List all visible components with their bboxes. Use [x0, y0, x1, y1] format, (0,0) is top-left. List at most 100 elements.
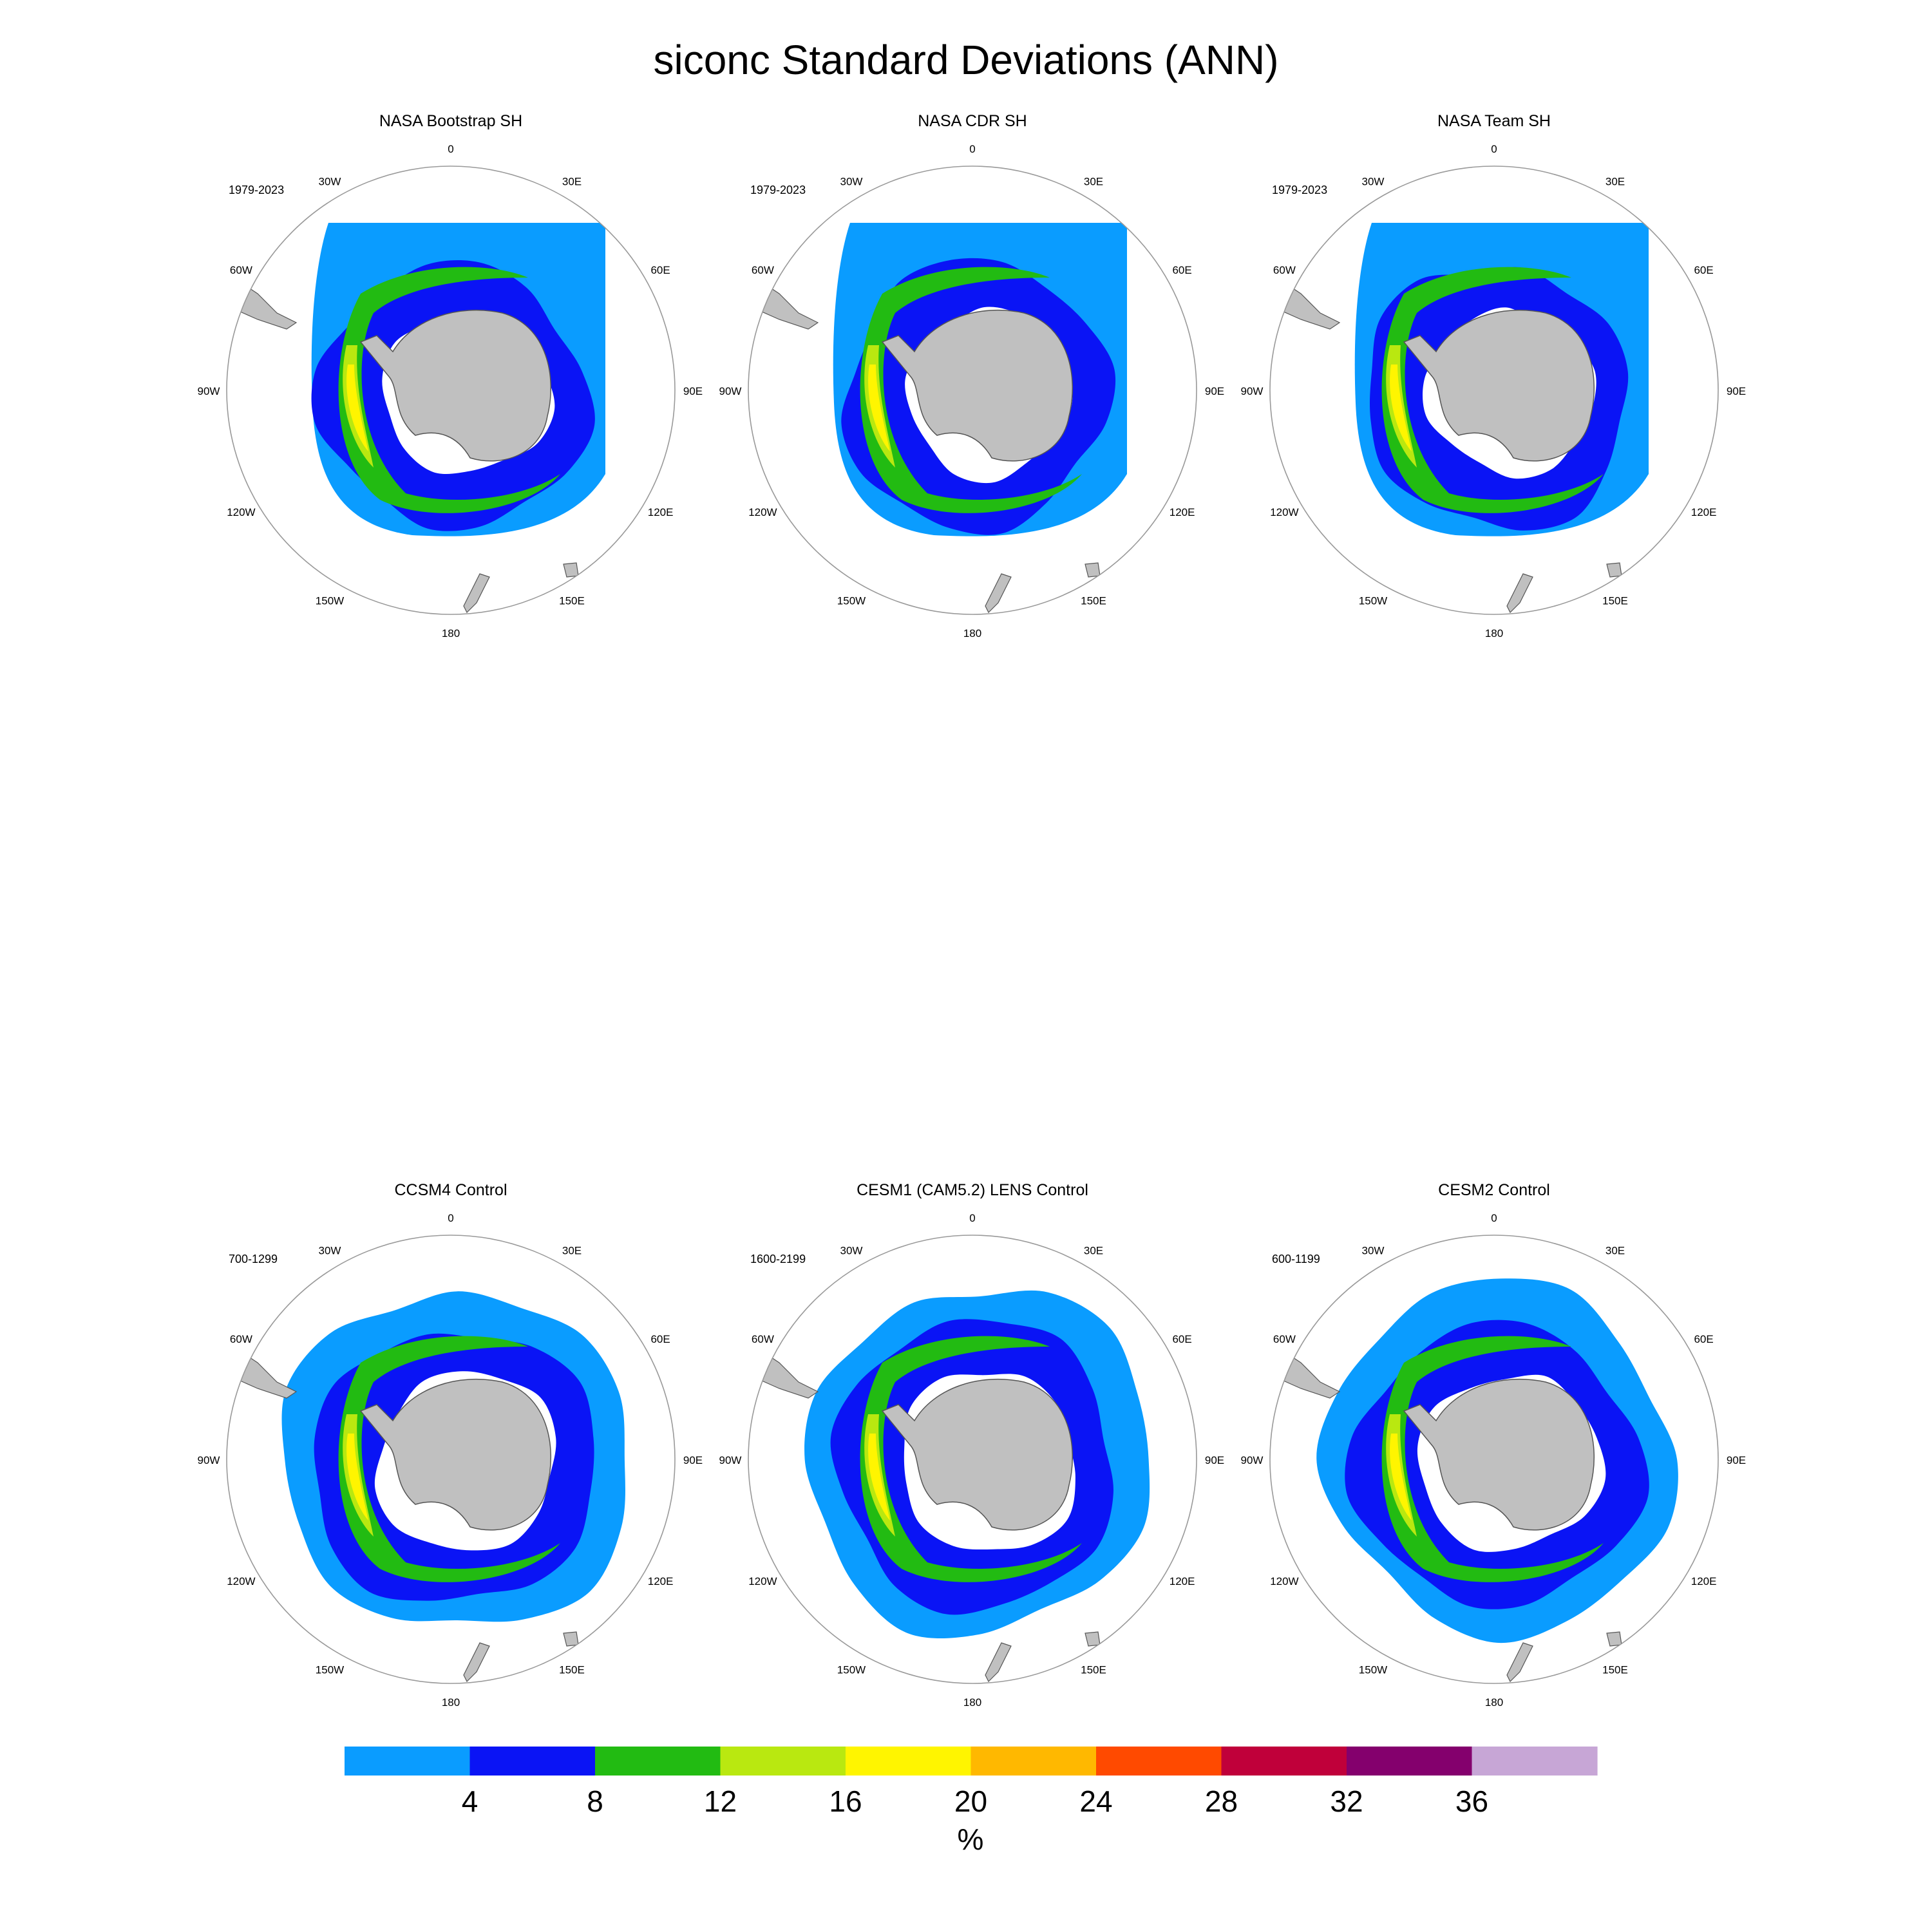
sd-band-8-12: [338, 1336, 560, 1582]
panel-title: NASA Team SH: [1437, 112, 1551, 130]
panel-year-range: 1979-2023: [229, 184, 284, 196]
longitude-label: 60E: [650, 264, 670, 276]
longitude-label: 30W: [319, 175, 341, 187]
longitude-label: 30W: [1362, 175, 1385, 187]
colorbar-swatch: [1096, 1747, 1222, 1776]
polar-map-boundary: [1269, 166, 1719, 615]
longitude-label: 60E: [650, 1333, 670, 1345]
colorbar-swatch: [595, 1747, 721, 1776]
colorbar-tick-label: 12: [704, 1785, 737, 1818]
longitude-label: 90W: [198, 1454, 220, 1466]
longitude-label: 120W: [1270, 506, 1298, 518]
colorbar-tick-label: 4: [462, 1785, 478, 1818]
longitude-label: 0: [969, 1212, 975, 1224]
longitude-label: 90W: [719, 385, 742, 397]
polar-map-panel: 0 30E 60E 90E 120E 150E 180 150W 120W 90W 60W 30W CC…: [198, 1181, 703, 1709]
map-field: [1271, 223, 1649, 614]
longitude-label: 150E: [1602, 1664, 1628, 1676]
longitude-label: 30E: [1605, 1244, 1625, 1256]
polar-map-panel: 0 30E 60E 90E 120E 150E 180 150W 120W 90W 60W 30W CE…: [1241, 1181, 1747, 1709]
longitude-label: 150E: [559, 1664, 585, 1676]
sd-band-8-12: [860, 267, 1082, 513]
antarctica-landmass: [1403, 1378, 1595, 1531]
antarctica-landmass: [1403, 309, 1595, 462]
longitude-label: 150W: [837, 1664, 866, 1676]
longitude-label: 120E: [648, 1575, 674, 1587]
colorbar-tick-label: 32: [1330, 1785, 1363, 1818]
longitude-label: 120E: [1170, 1575, 1195, 1587]
longitude-label: 30E: [562, 175, 582, 187]
longitude-label: 90E: [1205, 1454, 1224, 1466]
panel-title: CCSM4 Control: [394, 1181, 507, 1199]
south-america-landmass: [1271, 280, 1341, 330]
longitude-label: 120W: [748, 1575, 777, 1587]
longitude-label: 0: [969, 143, 975, 155]
longitude-label: 0: [1491, 143, 1497, 155]
new-zealand-landmass: [1506, 1642, 1533, 1683]
longitude-label: 0: [448, 143, 453, 155]
map-field: [1271, 1278, 1678, 1683]
longitude-label: 180: [963, 1696, 981, 1709]
longitude-label: 150W: [1359, 1664, 1387, 1676]
longitude-label: 60W: [230, 1333, 252, 1345]
longitude-label: 0: [448, 1212, 453, 1224]
longitude-label: 60W: [1273, 264, 1296, 276]
panel-year-range: 1979-2023: [1272, 184, 1327, 196]
longitude-label: 90E: [683, 385, 703, 397]
longitude-label: 30E: [1084, 1244, 1103, 1256]
longitude-label: 150W: [1359, 595, 1387, 607]
colorbar-swatch: [971, 1747, 1097, 1776]
map-field: [228, 223, 605, 614]
colorbar-swatch: [1347, 1747, 1473, 1776]
longitude-label: 180: [442, 1696, 460, 1709]
longitude-label: 180: [442, 627, 460, 639]
antarctica-landmass: [359, 1378, 551, 1531]
panel-title: NASA Bootstrap SH: [379, 112, 522, 130]
colorbar-swatch: [846, 1747, 972, 1776]
new-zealand-landmass: [985, 1642, 1012, 1683]
longitude-label: 60W: [752, 264, 774, 276]
longitude-label: 150W: [316, 1664, 344, 1676]
antarctica-landmass: [881, 309, 1073, 462]
longitude-label: 30W: [840, 175, 863, 187]
longitude-label: 120W: [227, 1575, 255, 1587]
longitude-label: 120E: [1170, 506, 1195, 518]
tasmania-landmass: [563, 562, 579, 578]
colorbar-tick-label: 36: [1455, 1785, 1488, 1818]
polar-map-boundary: [748, 166, 1197, 615]
colorbar-swatch: [345, 1747, 471, 1776]
sd-band-8-12: [860, 1336, 1082, 1582]
antarctica-landmass: [359, 309, 551, 462]
polar-map-boundary: [1269, 1235, 1719, 1684]
polar-map-panel: 0 30E 60E 90E 120E 150E 180 150W 120W 90W 60W 30W NA…: [1241, 112, 1747, 639]
south-america-landmass: [228, 1349, 298, 1399]
sd-band-16-20: [346, 1434, 368, 1520]
longitude-label: 180: [963, 627, 981, 639]
colorbar-tick-label: 28: [1205, 1785, 1238, 1818]
figure-title: siconc Standard Deviations (ANN): [653, 37, 1278, 83]
polar-map-panel: 0 30E 60E 90E 120E 150E 180 150W 120W 90W 60W 30W NA…: [719, 112, 1225, 639]
south-america-landmass: [1271, 1349, 1341, 1399]
new-zealand-landmass: [463, 573, 490, 614]
colorbar-swatch: [1221, 1747, 1347, 1776]
longitude-label: 150W: [316, 595, 344, 607]
polar-map-panel: 0 30E 60E 90E 120E 150E 180 150W 120W 90W 60W 30W CE…: [719, 1181, 1225, 1709]
south-america-landmass: [750, 1349, 819, 1399]
longitude-label: 150E: [559, 595, 585, 607]
polar-map-boundary: [226, 1235, 676, 1684]
colorbar-swatch: [469, 1747, 596, 1776]
sd-band-8-12: [338, 267, 560, 513]
longitude-label: 30W: [840, 1244, 863, 1256]
longitude-label: 30E: [1605, 175, 1625, 187]
antarctica-landmass: [881, 1378, 1073, 1531]
panel-year-range: 700-1299: [229, 1253, 278, 1265]
longitude-label: 30W: [1362, 1244, 1385, 1256]
sd-band-16-20: [1390, 365, 1412, 451]
colorbar-unit-label: %: [958, 1823, 984, 1856]
longitude-label: 120W: [227, 506, 255, 518]
colorbar-tick-label: 8: [587, 1785, 603, 1818]
longitude-label: 60E: [1694, 1333, 1713, 1345]
tasmania-landmass: [1084, 562, 1101, 578]
colorbar-swatch: [1472, 1747, 1598, 1776]
sd-band-8-12: [1381, 1336, 1604, 1582]
